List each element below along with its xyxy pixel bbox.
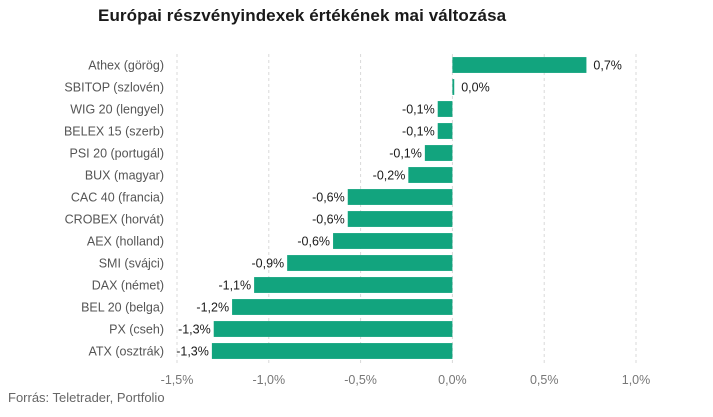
- bar: [452, 79, 455, 95]
- bar: [437, 123, 453, 139]
- category-label: BELEX 15 (szerb): [64, 125, 164, 139]
- x-tick-label: -1,5%: [161, 373, 194, 387]
- value-label: -0,1%: [402, 125, 435, 139]
- bar: [213, 321, 453, 337]
- bar: [254, 277, 453, 293]
- category-label: PSI 20 (portugál): [70, 147, 165, 161]
- bar: [347, 189, 453, 205]
- value-label: -0,9%: [252, 257, 285, 271]
- category-label: WIG 20 (lengyel): [70, 103, 164, 117]
- bar: [452, 57, 587, 73]
- bar: [211, 343, 453, 359]
- value-label: -1,1%: [218, 279, 251, 293]
- value-label: 0,0%: [461, 81, 490, 95]
- category-label: BEL 20 (belga): [81, 301, 164, 315]
- category-label: SBITOP (szlovén): [64, 81, 164, 95]
- value-label: -1,2%: [196, 301, 229, 315]
- category-label: PX (cseh): [109, 323, 164, 337]
- bar: [424, 145, 453, 161]
- value-label: -0,1%: [402, 103, 435, 117]
- value-label: -0,6%: [312, 191, 345, 205]
- bar: [347, 211, 453, 227]
- category-label: SMI (svájci): [99, 257, 164, 271]
- bar: [287, 255, 453, 271]
- bar: [437, 101, 453, 117]
- value-label: -0,6%: [297, 235, 330, 249]
- bar: [408, 167, 453, 183]
- x-tick-label: 1,0%: [622, 373, 651, 387]
- category-label: AEX (holland): [87, 235, 164, 249]
- x-tick-label: -1,0%: [252, 373, 285, 387]
- x-tick-label: -0,5%: [344, 373, 377, 387]
- value-label: -0,6%: [312, 213, 345, 227]
- chart-title: Európai részvényindexek értékének mai vá…: [98, 6, 507, 25]
- bar: [333, 233, 453, 249]
- value-label: -0,1%: [389, 147, 422, 161]
- x-tick-label: 0,0%: [438, 373, 467, 387]
- category-label: ATX (osztrák): [89, 345, 164, 359]
- category-label: CROBEX (horvát): [65, 213, 164, 227]
- category-label: Athex (görög): [88, 59, 164, 73]
- category-label: DAX (német): [92, 279, 164, 293]
- value-label: -1,3%: [176, 345, 209, 359]
- source-note: Forrás: Teletrader, Portfolio: [8, 390, 165, 405]
- value-label: -0,2%: [373, 169, 406, 183]
- category-label: CAC 40 (francia): [71, 191, 164, 205]
- value-label: -1,3%: [178, 323, 211, 337]
- bar: [232, 299, 453, 315]
- category-label: BUX (magyar): [85, 169, 164, 183]
- value-label: 0,7%: [593, 59, 622, 73]
- x-tick-label: 0,5%: [530, 373, 559, 387]
